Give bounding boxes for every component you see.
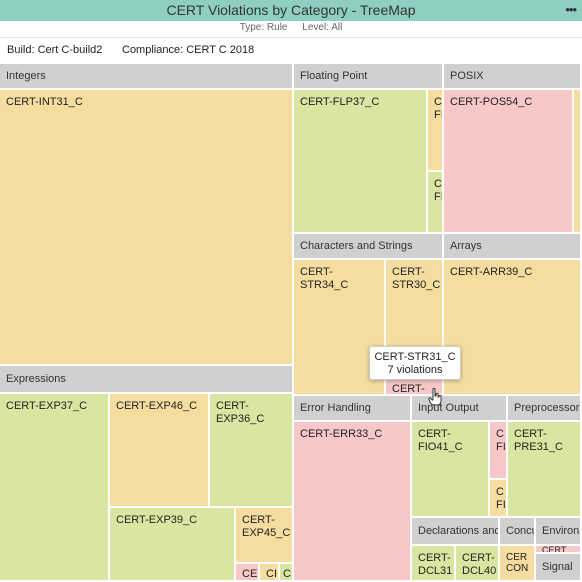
rule-cell-int31[interactable]: CERT-INT31_C — [0, 90, 294, 366]
rule-cell-exp-small-b[interactable]: CI — [260, 564, 280, 582]
rule-cell-posix-small[interactable] — [574, 90, 582, 234]
rule-cell-dcl31[interactable]: CERT- DCL31 — [412, 546, 456, 582]
rule-cell-fio-small-b[interactable]: C FI — [490, 480, 508, 518]
rule-cell-arr39[interactable]: CERT-ARR39_C — [444, 260, 582, 396]
category-header-environment[interactable]: Environ — [536, 518, 582, 546]
category-header-posix[interactable]: POSIX — [444, 64, 582, 90]
rule-cell-fio41[interactable]: CERT- FIO41_C — [412, 422, 490, 518]
build-label: Build: Cert C-build2 — [7, 44, 103, 56]
category-header-input-output[interactable]: Input Output — [412, 396, 508, 422]
compliance-label: Compliance: CERT C 2018 — [122, 44, 255, 56]
rule-cell-exp39[interactable]: CERT-EXP39_C — [110, 508, 236, 582]
category-header-signals[interactable]: Signal — [536, 554, 582, 582]
type-filter: Type: Rule — [239, 22, 288, 33]
category-header-declarations[interactable]: Declarations and — [412, 518, 500, 546]
rule-cell-exp45[interactable]: CERT- EXP45_C — [236, 508, 294, 564]
rule-cell-str34[interactable]: CERT- STR34_C — [294, 260, 386, 396]
rule-cell-exp36[interactable]: CERT- EXP36_C — [210, 394, 294, 508]
rule-cell-fio-small-a[interactable]: C FI — [490, 422, 508, 480]
rule-cell-flp-small-b[interactable]: C FI — [428, 172, 444, 234]
category-header-concurrency[interactable]: Concu — [500, 518, 536, 546]
rule-cell-env[interactable]: CERT — [536, 546, 582, 554]
level-filter: Level: All — [302, 22, 343, 33]
rule-cell-str31[interactable]: CERT- — [386, 380, 444, 396]
rule-cell-exp-small-a[interactable]: CE — [236, 564, 260, 582]
category-header-characters-strings[interactable]: Characters and Strings — [294, 234, 444, 260]
rule-cell-exp37[interactable]: CERT-EXP37_C — [0, 394, 110, 582]
category-header-preprocessor[interactable]: Preprocessor — [508, 396, 582, 422]
page-title: CERT Violations by Category - TreeMap — [166, 2, 416, 18]
rule-cell-con[interactable]: CER CON — [500, 546, 536, 582]
tooltip-count: 7 violations — [387, 364, 443, 376]
rule-cell-flp-small-a[interactable]: C FI — [428, 90, 444, 172]
category-header-expressions[interactable]: Expressions — [0, 366, 294, 394]
rule-cell-err33[interactable]: CERT-ERR33_C — [294, 422, 412, 582]
tooltip-rule: CERT-STR31_C — [374, 351, 456, 363]
treemap: Integers CERT-INT31_C Expressions CERT-E… — [0, 64, 582, 582]
category-header-error-handling[interactable]: Error Handling — [294, 396, 412, 422]
title-bar: CERT Violations by Category - TreeMap ••… — [0, 0, 582, 21]
rule-cell-dcl40[interactable]: CERT- DCL40 — [456, 546, 500, 582]
rule-cell-pos54[interactable]: CERT-POS54_C — [444, 90, 574, 234]
rule-cell-exp46[interactable]: CERT-EXP46_C — [110, 394, 210, 508]
filter-subtitle: Type: Rule Level: All — [0, 21, 582, 37]
info-bar: Build: Cert C-build2 Compliance: CERT C … — [0, 37, 582, 64]
more-options-icon[interactable]: ••• — [565, 2, 577, 17]
hand-cursor-icon — [428, 388, 442, 406]
category-header-integers[interactable]: Integers — [0, 64, 294, 90]
category-header-floating-point[interactable]: Floating Point — [294, 64, 444, 90]
rule-cell-flp37[interactable]: CERT-FLP37_C — [294, 90, 428, 234]
category-header-arrays[interactable]: Arrays — [444, 234, 582, 260]
hover-tooltip: CERT-STR31_C 7 violations — [369, 346, 461, 380]
rule-cell-pre31[interactable]: CERT- PRE31_C — [508, 422, 582, 518]
rule-cell-exp-small-c[interactable]: CI — [280, 564, 294, 582]
